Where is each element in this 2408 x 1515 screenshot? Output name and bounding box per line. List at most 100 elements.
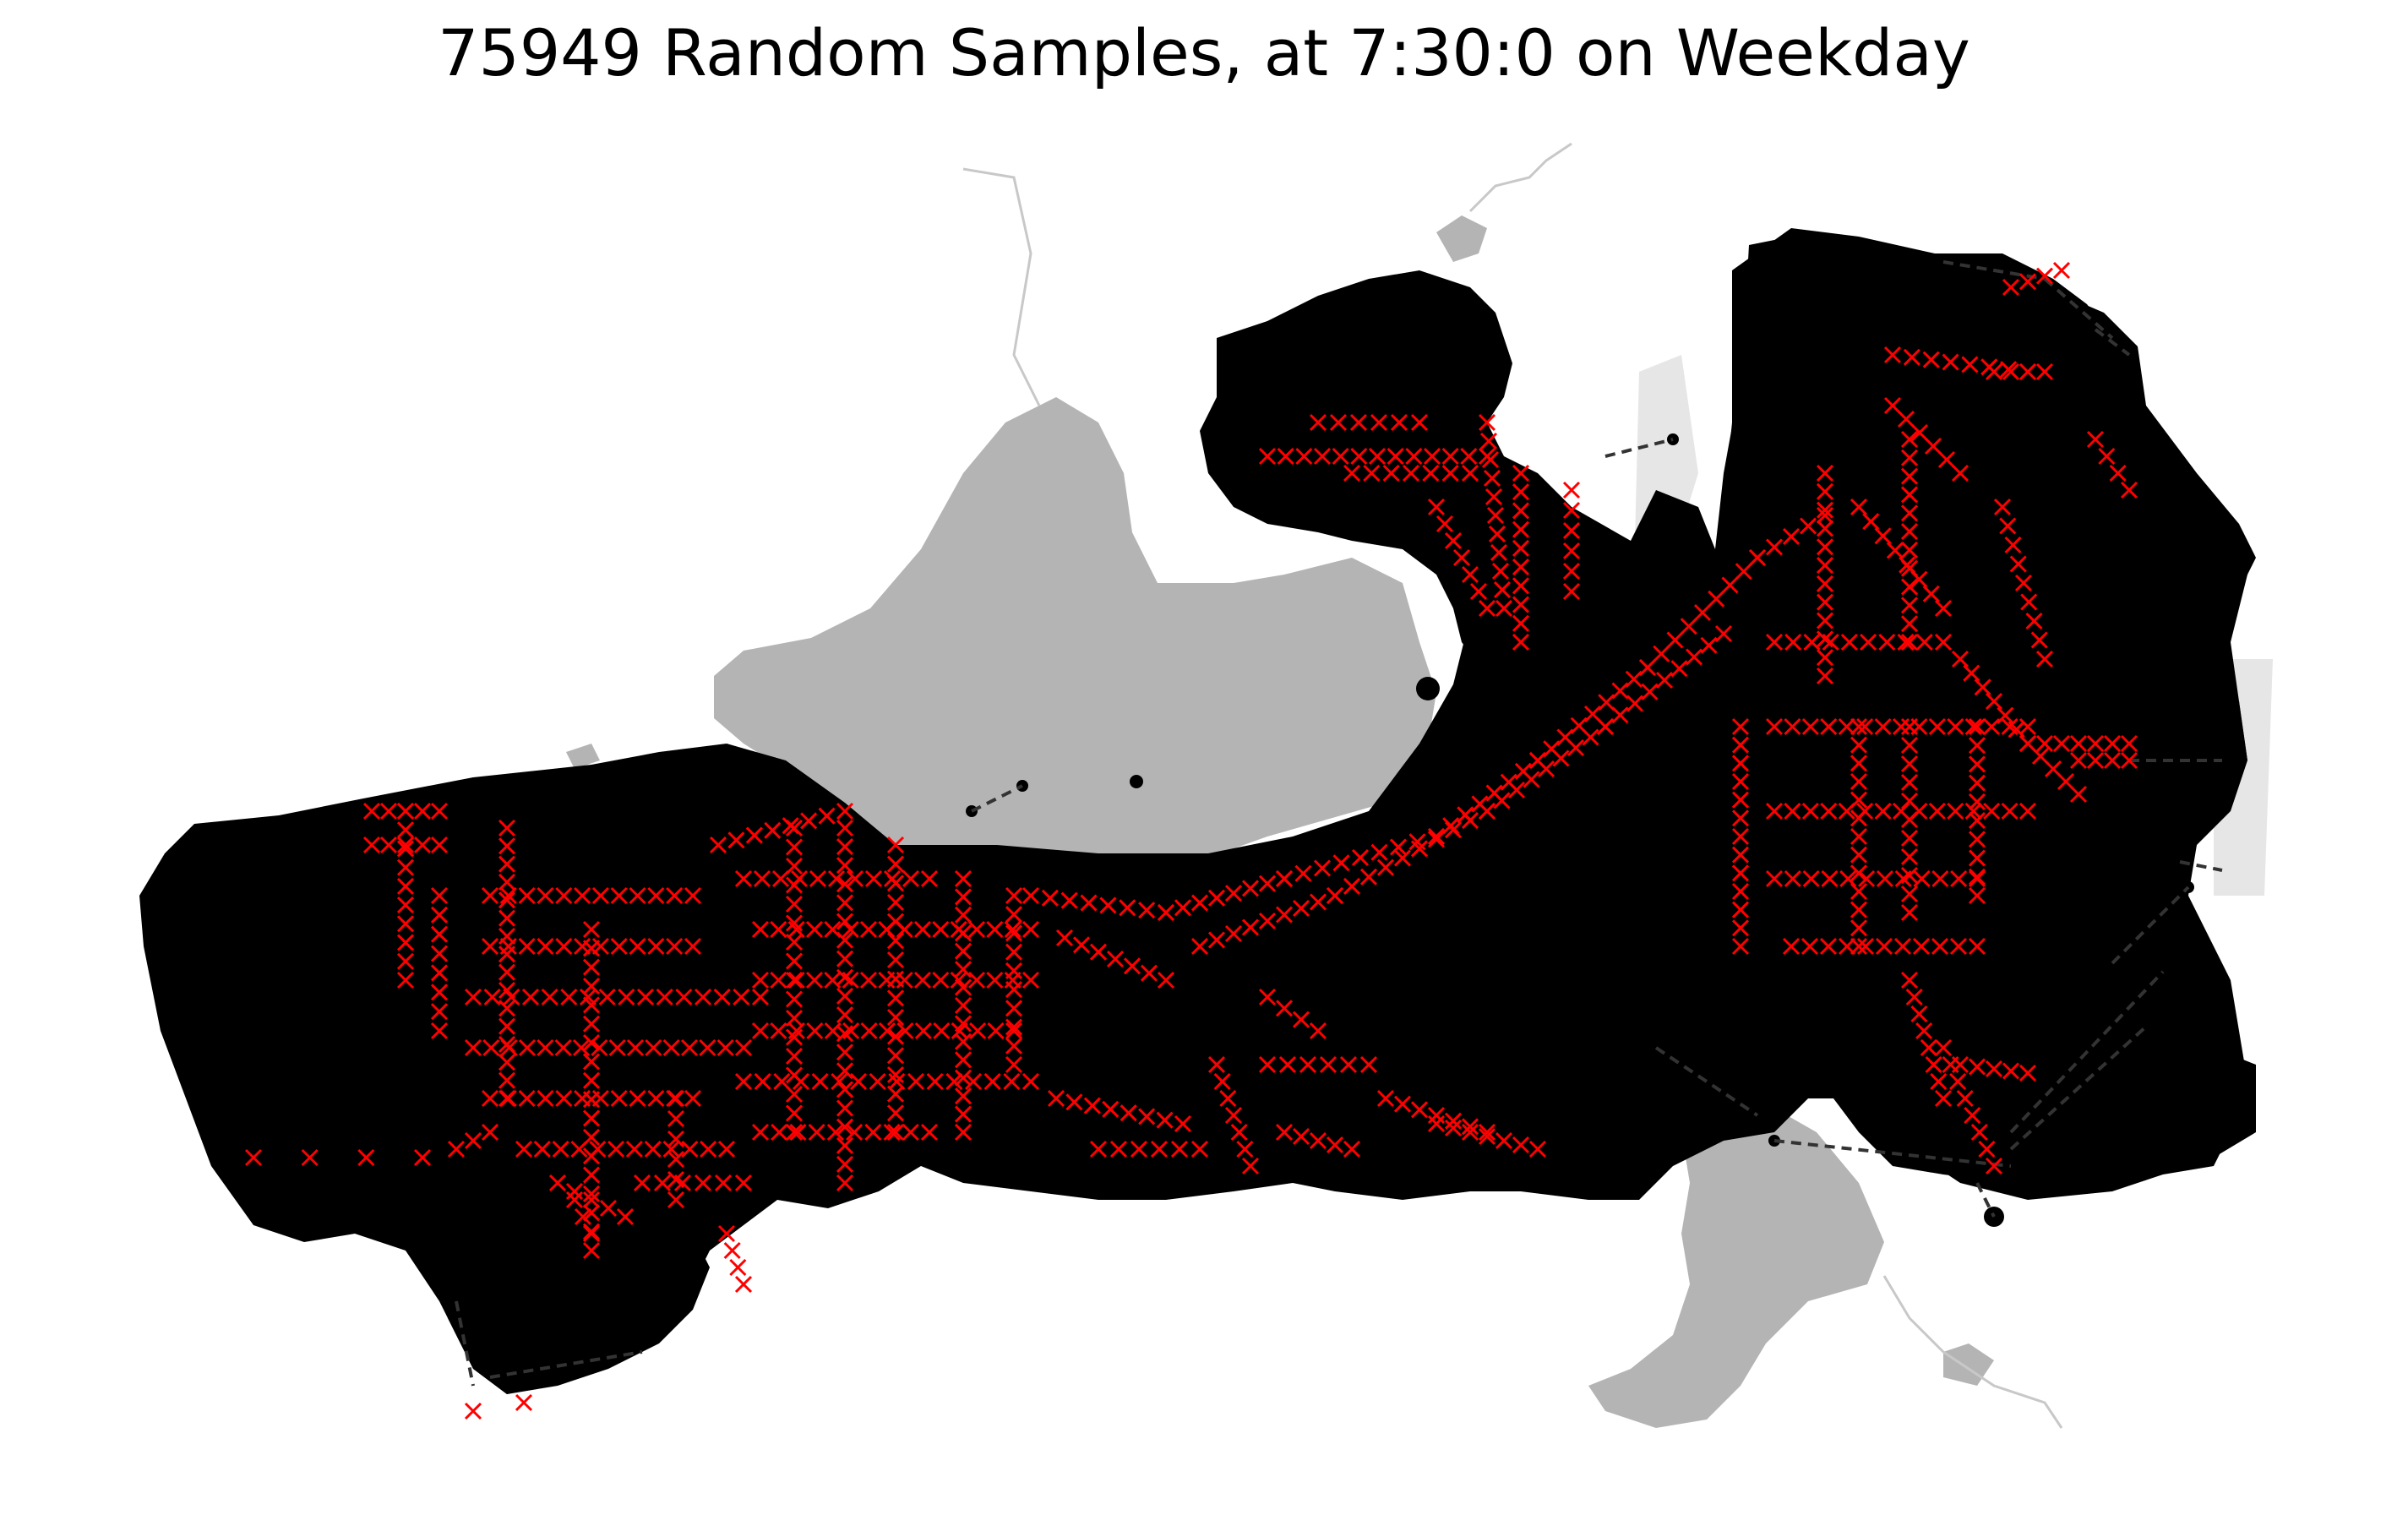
connector [2179,860,2223,872]
highlight-marker [555,1089,573,1108]
highlight-marker [2086,751,2105,770]
highlight-marker [1985,692,2003,711]
highlight-marker [582,1071,601,1089]
highlight-marker [1708,590,1725,608]
highlight-marker [1856,717,1874,736]
highlight-marker [1393,849,1412,867]
highlight-marker [1900,847,1919,866]
highlight-marker [806,1022,824,1040]
highlight-marker [1493,792,1511,809]
highlight-marker [1021,920,1040,939]
highlight-marker [2069,734,2088,753]
highlight-marker [967,920,986,939]
highlight-marker [1562,542,1581,560]
highlight-marker [1021,886,1040,905]
highlight-marker [751,1022,770,1040]
highlight-marker [1876,869,1893,888]
highlight-marker [1900,810,1919,829]
highlight-marker [770,971,787,989]
highlight-marker [582,1241,601,1260]
highlight-marker [1900,755,1919,773]
highlight-marker [1452,548,1471,567]
highlight-marker [1950,869,1968,888]
highlight-marker [1512,596,1530,613]
highlight-marker [1850,882,1868,901]
highlight-marker [582,1128,601,1146]
highlight-marker [1910,570,1928,588]
highlight-marker [785,914,804,932]
highlight-marker [1997,706,2014,724]
highlight-marker [846,869,864,888]
highlight-marker [709,836,727,854]
highlight-marker [1485,488,1503,506]
highlight-marker [1230,1123,1248,1142]
highlight-marker [1937,450,1956,469]
highlight-marker [987,1022,1005,1040]
highlight-marker [1928,802,1946,820]
highlight-marker [582,920,601,939]
highlight-marker [1782,527,1801,546]
highlight-marker [1735,563,1752,580]
highlight-marker [1552,749,1570,767]
highlight-marker [932,971,950,989]
highlight-marker [1207,1055,1226,1074]
highlight-marker [1442,817,1460,835]
highlight-marker [1900,597,1919,614]
highlight-marker [1393,1095,1412,1113]
highlight-marker [667,1109,685,1128]
highlight-marker [430,836,449,854]
highlight-marker [1949,1072,1967,1091]
highlight-marker [1819,937,1838,956]
highlight-marker [413,802,432,820]
highlight-marker [1765,633,1784,651]
highlight-marker [1427,1114,1446,1133]
highlight-marker [1931,937,1949,956]
highlight-marker [675,988,693,1006]
highlight-marker [1968,812,1986,830]
highlight-marker [413,1148,432,1167]
highlight-marker [745,826,763,844]
highlight-marker [785,933,804,951]
highlight-marker [607,1140,625,1158]
highlight-marker [618,988,635,1006]
highlight-marker [1130,1140,1148,1158]
highlight-marker [582,1034,601,1052]
highlight-marker [2018,273,2037,291]
highlight-marker [954,888,972,906]
highlight-marker [498,1089,516,1108]
highlight-marker [954,1015,972,1033]
highlight-marker [902,1123,919,1142]
highlight-marker [1611,682,1629,700]
highlight-marker [1670,660,1688,678]
highlight-marker [926,1072,944,1091]
highlight-marker [667,1150,685,1169]
highlight-marker [1275,869,1294,888]
highlight-marker [1213,1072,1231,1091]
highlight-marker [1478,1127,1496,1146]
highlight-marker [2069,785,2088,804]
highlight-marker [785,1009,804,1027]
highlight-marker [842,971,859,989]
highlight-marker [1005,1055,1023,1074]
highlight-marker [521,988,540,1006]
highlight-marker [1339,1055,1358,1074]
highlight-marker [1964,1106,1981,1125]
highlight-marker [1900,541,1919,559]
highlight-marker [1816,612,1834,629]
highlight-marker [1461,1123,1479,1142]
samples-north-lobe [1200,270,1588,701]
highlight-marker [1850,791,1868,809]
highlight-marker [482,1038,500,1057]
highlight-marker [560,988,578,1006]
connector [1604,438,1674,458]
highlight-marker [499,886,517,905]
highlight-marker [1512,464,1530,482]
rivers [962,142,2063,1429]
highlight-marker [1004,920,1021,939]
highlight-marker [1930,1072,1948,1091]
highlight-marker [1444,1112,1463,1130]
highlight-marker [582,1166,601,1184]
highlight-marker [1731,937,1750,956]
highlight-marker [969,1022,987,1040]
highlight-marker [1309,893,1327,911]
